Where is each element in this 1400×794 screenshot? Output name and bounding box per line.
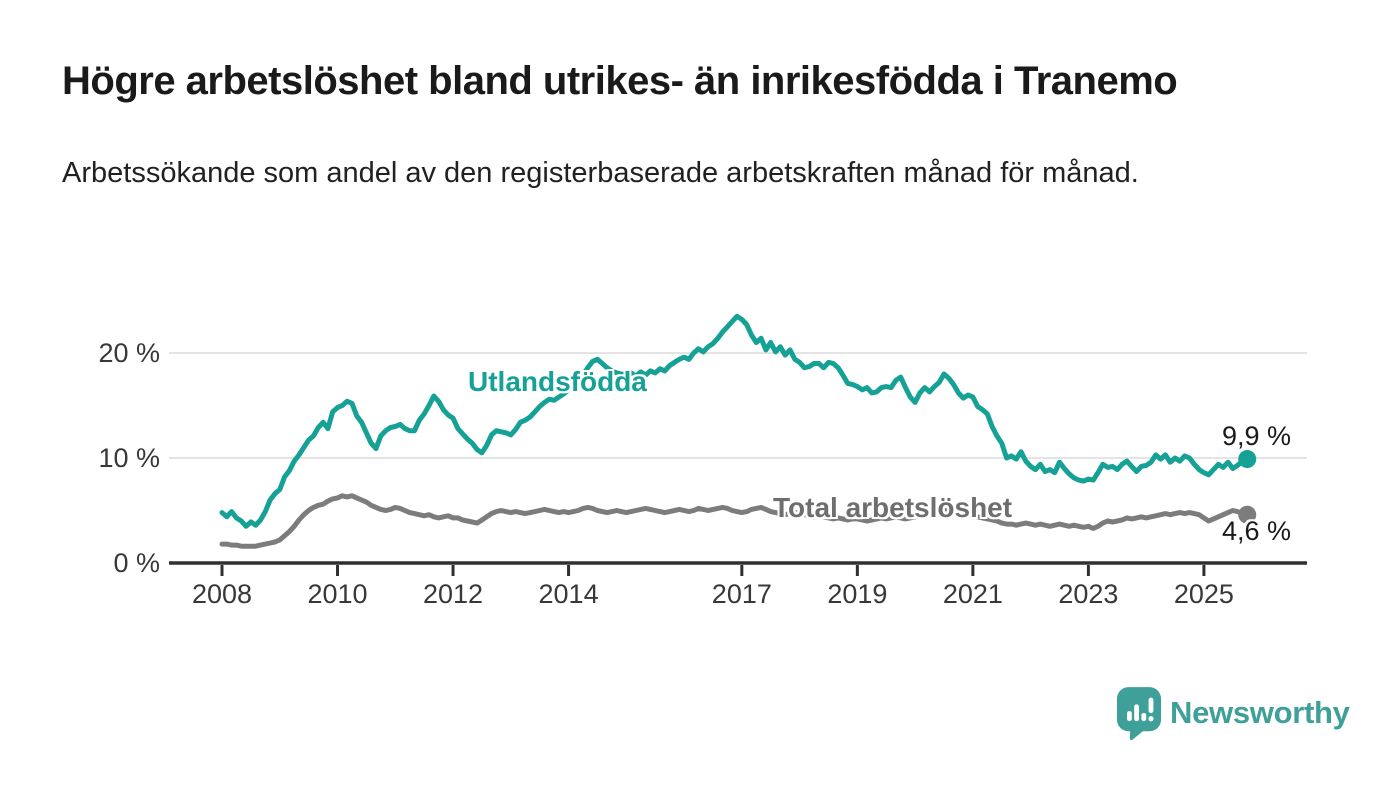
newsworthy-wordmark: Newsworthy [1170, 695, 1350, 730]
y-tick-label: 10 % [98, 443, 160, 473]
series-line-total [219, 493, 1250, 549]
x-tick-label: 2008 [192, 579, 252, 609]
series-end-dot-utlandsfodda [1238, 450, 1257, 469]
x-tick-label: 2010 [307, 579, 367, 609]
x-tick-label: 2021 [943, 579, 1003, 609]
x-tick-label: 2017 [712, 579, 772, 609]
x-tick-label: 2019 [827, 579, 887, 609]
newsworthy-logo-icon [1116, 687, 1162, 740]
x-tick-label: 2012 [423, 579, 483, 609]
series-label-utlandsfodda: Utlandsfödda [468, 366, 647, 397]
x-tick-label: 2025 [1174, 579, 1234, 609]
y-tick-label: 20 % [98, 338, 160, 368]
x-tick-label: 2014 [539, 579, 599, 609]
series-line-utlandsfodda [219, 313, 1250, 529]
x-tick-label: 2023 [1058, 579, 1118, 609]
series-end-dot-total [1238, 505, 1257, 524]
end-value-label-utlandsfodda: 9,9 % [1222, 421, 1292, 451]
page-subtitle: Arbetssökande som andel av den registerb… [62, 157, 1139, 189]
page-title: Högre arbetslöshet bland utrikes- än inr… [62, 59, 1178, 103]
end-value-label-total-arbetsloshet: 4,6 % [1222, 516, 1292, 546]
y-tick-label: 0 % [113, 548, 160, 578]
newsworthy-logo[interactable]: Newsworthy [1116, 686, 1350, 740]
series-label-total-arbetsloshet: Total arbetslöshet [773, 492, 1013, 523]
